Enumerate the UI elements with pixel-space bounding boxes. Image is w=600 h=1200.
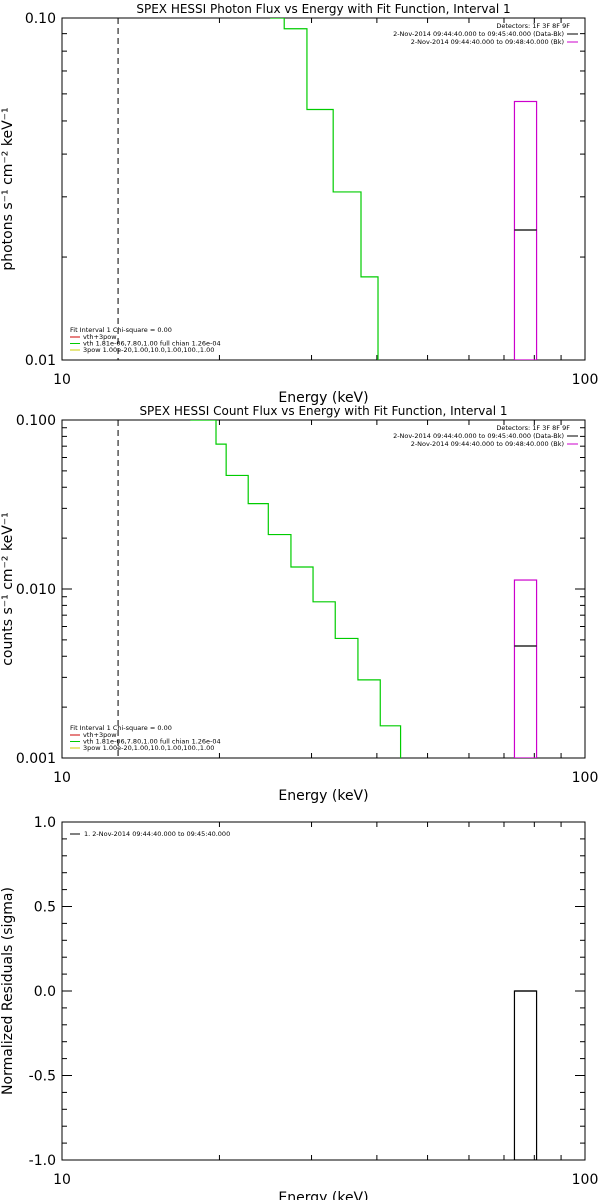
x-minor-ticks: [218, 822, 562, 1160]
plot-area: [117, 18, 538, 360]
plot-frame: [61, 419, 586, 759]
plot-area: [513, 990, 538, 1160]
y-minor-ticks: [62, 427, 585, 708]
legend-entry-label: vth+3pow: [83, 731, 117, 739]
legend: 1. 2-Nov-2014 09:44:40.000 to 09:45:40.0…: [70, 830, 230, 838]
y-minor-ticks: [62, 33, 585, 258]
y-axis-label: counts s⁻¹ cm⁻² keV⁻¹: [0, 512, 16, 666]
legend-entry-label: 3pow 1.00e-20,1.00,10.0,1.00,100.,1.00: [83, 744, 214, 752]
y-axis-label: Normalized Residuals (sigma): [0, 887, 16, 1095]
y-tick-label: 0.100: [16, 413, 56, 429]
y-tick-label: 1.0: [34, 815, 56, 831]
fit-step-series: [270, 18, 379, 360]
plot-frame: [61, 821, 586, 1161]
legend-entry-label: vth+3pow: [83, 333, 117, 341]
legend-left: Fit Interval 1 Chi-square = 0.00vth+3pow…: [70, 326, 221, 354]
x-axis-label: Energy (keV): [278, 788, 368, 804]
legend-header: Detectors: 1F 3F 8F 9F: [496, 424, 570, 432]
x-tick-label: 100: [572, 1172, 599, 1188]
legend-entry-label: 3pow 1.00e-20,1.00,10.0,1.00,100.,1.00: [83, 346, 214, 354]
y-tick-label: -0.5: [29, 1069, 56, 1085]
y-minor-ticks: [62, 821, 585, 1161]
x-tick-label: 100: [572, 372, 599, 388]
fit-step-series: [190, 420, 402, 758]
data-error-box: [513, 100, 538, 360]
legend-entry-label: 2-Nov-2014 09:44:40.000 to 09:45:40.000 …: [393, 432, 564, 440]
data-error-box: [513, 579, 538, 758]
chart-panel-1: 10 100 0.01 0.10 SPEX HESSI Photon Flux vs E…: [0, 2, 598, 406]
legend-right: Detectors: 1F 3F 8F 9F2-Nov-2014 09:44:4…: [393, 424, 578, 448]
x-minor-ticks: [218, 420, 562, 758]
y-tick-label: 0.001: [16, 751, 56, 767]
x-axis-label: Energy (keV): [278, 390, 368, 406]
chart-title: SPEX HESSI Photon Flux vs Energy with Fi…: [136, 2, 510, 16]
y-tick-label: 0.5: [34, 900, 56, 916]
legend-entry-label: 2-Nov-2014 09:44:40.000 to 09:45:40.000 …: [393, 30, 564, 38]
legend-header: Fit Interval 1 Chi-square = 0.00: [70, 724, 172, 732]
y-axis-label: photons s⁻¹ cm⁻² keV⁻¹: [0, 107, 16, 270]
x-tick-label: 100: [572, 770, 599, 786]
x-tick-label: 10: [53, 372, 71, 388]
chart-panel-3: 10 100 1.0 0.5 0.0 -0.5 -1.0 Energy (keV) Normal…: [0, 815, 598, 1200]
y-tick-label: 0.10: [25, 11, 56, 27]
x-axis-label: Energy (keV): [278, 1190, 368, 1200]
plot-area: [117, 420, 538, 758]
y-tick-label: -1.0: [29, 1153, 56, 1169]
x-tick-label: 10: [53, 770, 71, 786]
chart-panel-2: 10 100 0.001 0.010 0.100 SPEX HESSI Count Flu…: [0, 404, 598, 804]
x-tick-label: 10: [53, 1172, 71, 1188]
y-tick-label: 0.010: [16, 582, 56, 598]
legend-entry-label: vth 1.81e-06,7.80,1.00 full chian 1.26e-…: [83, 738, 221, 746]
legend-entry-label: 2-Nov-2014 09:44:40.000 to 09:48:40.000 …: [411, 440, 564, 448]
legend-entry-label: vth 1.81e-06,7.80,1.00 full chian 1.26e-…: [83, 340, 221, 348]
y-tick-label: 0.0: [34, 984, 56, 1000]
legend-header: Fit Interval 1 Chi-square = 0.00: [70, 326, 172, 334]
legend-header: Detectors: 1F 3F 8F 9F: [496, 22, 570, 30]
legend-right: Detectors: 1F 3F 8F 9F2-Nov-2014 09:44:4…: [393, 22, 578, 46]
data-error-box: [513, 990, 538, 1160]
y-tick-label: 0.01: [25, 353, 56, 369]
legend-entry-label: 2-Nov-2014 09:44:40.000 to 09:48:40.000 …: [411, 38, 564, 46]
legend-entry-label: 1. 2-Nov-2014 09:44:40.000 to 09:45:40.0…: [84, 830, 230, 838]
chart-title: SPEX HESSI Count Flux vs Energy with Fit…: [139, 404, 507, 418]
legend-left: Fit Interval 1 Chi-square = 0.00vth+3pow…: [70, 724, 221, 752]
plot-frame: [61, 17, 586, 361]
x-minor-ticks: [218, 18, 562, 360]
